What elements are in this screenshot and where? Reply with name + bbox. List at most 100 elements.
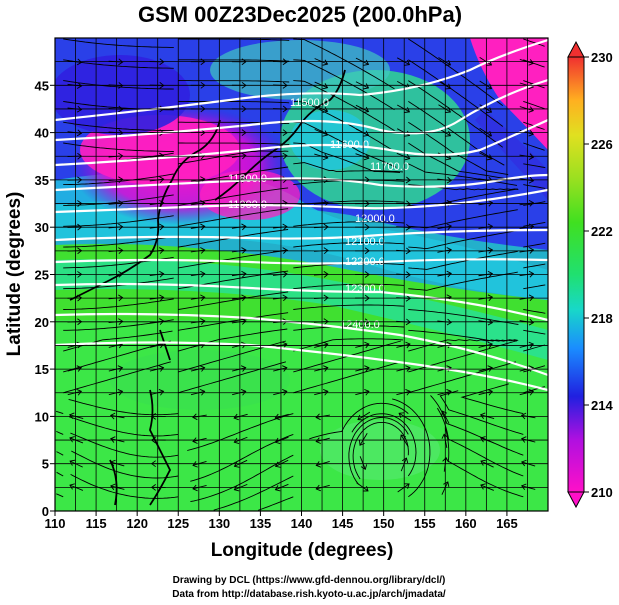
streamline — [293, 304, 405, 310]
streamline — [69, 416, 179, 437]
y-tick-label: 15 — [35, 362, 49, 377]
streamline — [293, 38, 395, 90]
streamline — [63, 277, 174, 290]
streamline — [293, 325, 405, 331]
colorbar-tick-label: 214 — [591, 398, 613, 413]
streamline — [523, 329, 546, 335]
streamline — [70, 474, 179, 499]
streamline — [71, 450, 179, 479]
colorbar-bottom-arrow — [567, 491, 585, 509]
x-axis-label: Longitude (degrees) — [211, 540, 394, 561]
streamline — [392, 398, 431, 498]
streamline — [408, 361, 517, 394]
streamline — [56, 451, 64, 456]
streamline — [293, 242, 405, 248]
streamline — [352, 421, 409, 480]
streamline — [351, 413, 417, 477]
streamline — [178, 80, 290, 83]
x-tick-label: 125 — [167, 516, 189, 531]
streamline — [56, 430, 64, 435]
contour-label: 11800.0 — [228, 173, 267, 185]
y-tick-label: 5 — [42, 457, 49, 472]
streamline — [408, 271, 518, 291]
streamline — [56, 493, 64, 498]
contour-label: 11900.0 — [228, 199, 267, 211]
streamline — [408, 209, 518, 229]
y-tick-label: 0 — [42, 504, 49, 519]
streamline — [348, 417, 409, 485]
contour-label: 12100.0 — [345, 236, 385, 248]
wind-vector — [480, 483, 494, 491]
streamline — [523, 38, 545, 47]
streamline — [523, 309, 546, 314]
streamline — [293, 283, 405, 290]
streamline — [408, 163, 518, 186]
streamline — [523, 59, 545, 68]
wind-vector — [314, 81, 329, 90]
streamline — [63, 330, 173, 352]
streamline — [293, 162, 404, 173]
x-tick-label: 130 — [208, 516, 230, 531]
contour-label: 11700.0 — [370, 161, 409, 173]
streamline — [63, 80, 174, 90]
contour-label: 12400.0 — [340, 319, 380, 331]
streamline — [56, 471, 64, 477]
streamline — [460, 383, 524, 415]
credit-data: Data from http://database.rish.kyoto-u.a… — [172, 589, 446, 600]
streamline — [63, 215, 174, 227]
streamline — [437, 407, 524, 477]
x-tick-label: 165 — [496, 516, 518, 531]
streamline — [63, 38, 174, 48]
chart-title: GSM 00Z23Dec2025 (200.0hPa) — [138, 2, 462, 27]
streamline — [178, 59, 290, 62]
streamline — [178, 38, 290, 41]
streamline — [408, 339, 517, 352]
colorbar-tick-label: 218 — [591, 311, 613, 326]
x-tick-label: 120 — [126, 516, 148, 531]
streamline — [178, 361, 287, 394]
streamline — [293, 221, 405, 227]
streamline — [63, 173, 174, 186]
streamline — [523, 221, 546, 227]
colorbar-tick-label: 222 — [591, 224, 613, 239]
streamline — [293, 338, 404, 352]
streamline — [63, 121, 174, 132]
contour-label: 11600.0 — [330, 139, 369, 151]
streamline — [178, 187, 289, 206]
streamline — [293, 59, 395, 111]
streamline — [178, 291, 289, 310]
colorbar-tick-label: 210 — [591, 485, 613, 500]
y-tick-label: 40 — [35, 126, 49, 141]
streamline — [408, 230, 518, 250]
wind-vector — [69, 436, 84, 444]
streamline — [178, 142, 290, 145]
x-tick-label: 155 — [414, 516, 436, 531]
streamline — [63, 142, 174, 152]
y-tick-label: 45 — [35, 78, 49, 93]
wind-vector — [314, 105, 329, 113]
streamline — [63, 194, 174, 206]
streamline — [178, 249, 289, 269]
y-axis-ticks: 0 5 10 15 20 25 30 35 40 45 — [35, 78, 55, 519]
y-tick-label: 30 — [35, 220, 49, 235]
streamline — [178, 150, 289, 165]
streamline — [293, 361, 402, 394]
x-tick-label: 115 — [86, 516, 107, 531]
y-tick-label: 25 — [35, 268, 49, 283]
wind-vector — [314, 128, 329, 137]
y-tick-label: 20 — [35, 315, 49, 330]
streamline — [444, 427, 524, 498]
streamline — [523, 142, 545, 151]
contour-label: 12200.0 — [345, 256, 385, 268]
y-tick-label: 10 — [35, 409, 49, 424]
streamline — [408, 250, 518, 270]
wind-vector — [69, 483, 84, 491]
streamline — [213, 475, 294, 511]
y-tick-label: 35 — [35, 173, 49, 188]
streamline — [293, 142, 401, 173]
streamline — [178, 208, 289, 227]
streamline — [293, 80, 395, 131]
streamline — [523, 263, 546, 269]
colorbar-tick-label: 226 — [591, 137, 613, 152]
